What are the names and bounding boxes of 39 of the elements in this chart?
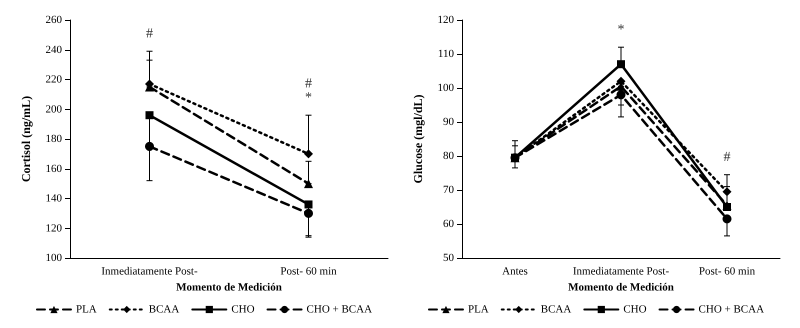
y-tick-label: 240 xyxy=(46,44,62,56)
y-tick-label: 80 xyxy=(443,150,454,162)
annotation: * xyxy=(305,90,312,106)
annotation: # xyxy=(305,76,312,92)
y-tick-label: 180 xyxy=(46,133,62,145)
x-axis-title: Momento de Medición xyxy=(568,282,674,294)
annotation: * xyxy=(618,22,624,38)
x-tick-label: Antes xyxy=(502,266,528,278)
legend-label: BCAA xyxy=(540,304,572,316)
legend-label: CHO + BCAA xyxy=(306,304,372,316)
y-tick-label: 160 xyxy=(46,162,62,175)
y-tick-label: 260 xyxy=(46,14,62,26)
x-tick-label: Inmediatamente Post- xyxy=(101,266,198,278)
legend-label: BCAA xyxy=(148,304,180,316)
x-tick-label: Post- 60 min xyxy=(280,266,338,278)
y-tick-label: 200 xyxy=(46,103,62,116)
legend-label: CHO xyxy=(623,304,647,316)
x-axis-title: Momento de Medición xyxy=(176,282,282,294)
y-tick-label: 90 xyxy=(443,116,454,128)
y-tick-label: 140 xyxy=(46,192,62,204)
annotation: # xyxy=(724,150,730,166)
y-tick-label: 100 xyxy=(438,82,454,94)
y-tick-label: 120 xyxy=(46,222,62,234)
legend-label: PLA xyxy=(468,304,489,316)
y-tick-label: 50 xyxy=(443,252,454,264)
y-tick-label: 100 xyxy=(46,252,62,264)
y-axis-title: Glucose (mgl/dL) xyxy=(411,94,425,184)
x-tick-label: Post- 60 min xyxy=(698,266,756,278)
y-tick-label: 110 xyxy=(438,48,454,60)
legend-label: CHO xyxy=(231,304,255,316)
legend-label: PLA xyxy=(76,304,97,316)
y-tick-label: 70 xyxy=(443,184,454,196)
x-tick-label: Inmediatamente Post- xyxy=(572,266,670,278)
y-tick-label: 60 xyxy=(443,218,454,230)
y-axis-title: Cortisol (ng/mL) xyxy=(19,96,33,182)
y-tick-label: 120 xyxy=(438,14,454,26)
legend-label: CHO + BCAA xyxy=(698,304,764,316)
annotation: # xyxy=(146,26,153,42)
y-tick-label: 220 xyxy=(46,74,62,86)
